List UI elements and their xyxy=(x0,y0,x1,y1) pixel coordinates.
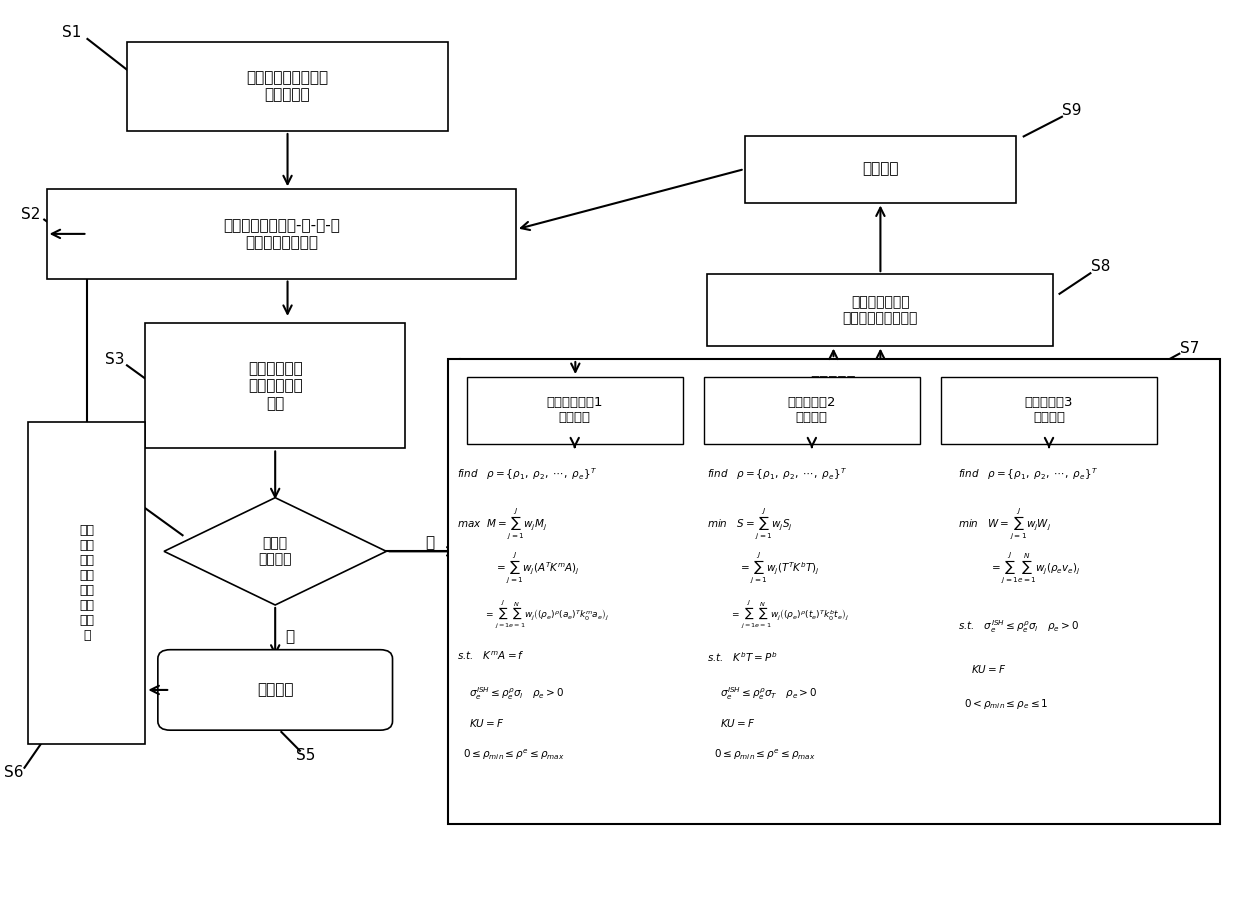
FancyBboxPatch shape xyxy=(29,422,145,744)
Text: find   $\rho=\{\rho_1,\ \rho_2,\ \cdots,\ \rho_e\}^T$: find $\rho=\{\rho_1,\ \rho_2,\ \cdots,\ … xyxy=(456,466,596,483)
Text: $=\sum_{j=1}^{J}\sum_{e=1}^{N}w_j\left((\rho_e)^\rho(t_e)^Tk_0^b t_e\right)_j$: $=\sum_{j=1}^{J}\sum_{e=1}^{N}w_j\left((… xyxy=(729,598,848,631)
Text: s.t.   $\sigma_e^{ISH}\leq\rho_e^\rho\sigma_l$   $\rho_e>0$: s.t. $\sigma_e^{ISH}\leq\rho_e^\rho\sigm… xyxy=(959,618,1079,635)
Text: 更新变量: 更新变量 xyxy=(862,161,899,177)
Text: S6: S6 xyxy=(4,765,24,779)
Text: find   $\rho=\{\rho_1,\ \rho_2,\ \cdots,\ \rho_e\}^T$: find $\rho=\{\rho_1,\ \rho_2,\ \cdots,\ … xyxy=(959,466,1099,483)
Text: $=\sum_{j=1}^{J}w_j\left(T^TK^bT\right)_j$: $=\sum_{j=1}^{J}w_j\left(T^TK^bT\right)_… xyxy=(738,552,821,587)
Text: S2: S2 xyxy=(21,206,41,222)
Text: $0\leq\rho_{min}\leq\rho^e\leq\rho_{max}$: $0\leq\rho_{min}\leq\rho^e\leq\rho_{max}… xyxy=(463,748,564,762)
Text: 结果输出: 结果输出 xyxy=(257,683,294,698)
Text: 是: 是 xyxy=(285,629,295,644)
Text: 轮毂驱动系统电磁-热-流-结
构场耦合分析计算: 轮毂驱动系统电磁-热-流-结 构场耦合分析计算 xyxy=(223,218,340,250)
Text: $=\sum_{j=1}^{J}w_j\left(A^TK^mA\right)_j$: $=\sum_{j=1}^{J}w_j\left(A^TK^mA\right)_… xyxy=(494,552,580,587)
Text: 考虑
加工
性和
制造
性进
行结
构微
调: 考虑 加工 性和 制造 性进 行结 构微 调 xyxy=(79,524,94,641)
Text: 系统级协调优化
广义的全局敏度方程: 系统级协调优化 广义的全局敏度方程 xyxy=(843,295,918,325)
Text: find   $\rho=\{\rho_1,\ \rho_2,\ \cdots,\ \rho_e\}^T$: find $\rho=\{\rho_1,\ \rho_2,\ \cdots,\ … xyxy=(708,466,847,483)
Text: S1: S1 xyxy=(62,25,81,40)
Text: 散热子系统2
拓扑优化: 散热子系统2 拓扑优化 xyxy=(787,396,836,424)
Polygon shape xyxy=(164,498,387,605)
Text: S7: S7 xyxy=(1179,341,1199,356)
Text: 优化目标函数
及约束条件的
计算: 优化目标函数 及约束条件的 计算 xyxy=(248,361,303,411)
FancyBboxPatch shape xyxy=(708,274,1053,345)
Text: $\sigma_e^{ISH}\leq\rho_e^\rho\sigma_T$   $\rho_e>0$: $\sigma_e^{ISH}\leq\rho_e^\rho\sigma_T$ … xyxy=(720,685,817,702)
Text: S4: S4 xyxy=(124,494,143,509)
Text: S5: S5 xyxy=(296,748,316,762)
Text: min   $W=\sum_{j=1}^{J}w_jW_j$: min $W=\sum_{j=1}^{J}w_jW_j$ xyxy=(959,507,1052,542)
Text: $0\leq\rho_{min}\leq\rho^e\leq\rho_{max}$: $0\leq\rho_{min}\leq\rho^e\leq\rho_{max}… xyxy=(714,748,816,762)
FancyBboxPatch shape xyxy=(941,377,1157,444)
Text: $KU=F$: $KU=F$ xyxy=(720,717,755,728)
FancyBboxPatch shape xyxy=(466,377,683,444)
Text: 电磁场子系统1
拓扑优化: 电磁场子系统1 拓扑优化 xyxy=(547,396,603,424)
Text: $KU=F$: $KU=F$ xyxy=(971,663,1006,675)
FancyBboxPatch shape xyxy=(126,41,448,131)
FancyBboxPatch shape xyxy=(952,448,1204,820)
Text: min   $S=\sum_{j=1}^{J}w_jS_j$: min $S=\sum_{j=1}^{J}w_jS_j$ xyxy=(708,507,794,542)
Text: 子系统优化: 子系统优化 xyxy=(811,375,857,390)
Text: max  $M=\sum_{j=1}^{J}w_jM_j$: max $M=\sum_{j=1}^{J}w_jM_j$ xyxy=(456,507,547,542)
Text: S9: S9 xyxy=(1063,103,1081,118)
Text: S8: S8 xyxy=(1091,259,1110,274)
Text: 质量子系统3
拓扑优化: 质量子系统3 拓扑优化 xyxy=(1024,396,1074,424)
FancyBboxPatch shape xyxy=(448,359,1220,824)
FancyBboxPatch shape xyxy=(47,189,516,279)
Text: 否: 否 xyxy=(425,535,434,550)
Text: $=\sum_{j=1}^{J}\sum_{e=1}^{N}w_j\left((\rho_e)^\rho(a_e)^Tk_0^m a_e\right)_j$: $=\sum_{j=1}^{J}\sum_{e=1}^{N}w_j\left((… xyxy=(484,598,609,631)
FancyBboxPatch shape xyxy=(157,649,393,730)
FancyBboxPatch shape xyxy=(704,377,920,444)
FancyBboxPatch shape xyxy=(145,323,405,448)
FancyBboxPatch shape xyxy=(702,448,946,820)
FancyBboxPatch shape xyxy=(450,448,696,820)
Text: S3: S3 xyxy=(105,352,124,367)
Text: $\sigma_e^{ISH}\leq\rho_e^\rho\sigma_l$   $\rho_e>0$: $\sigma_e^{ISH}\leq\rho_e^\rho\sigma_l$ … xyxy=(469,685,564,702)
Text: 设计域的定义、设计
变量初始化: 设计域的定义、设计 变量初始化 xyxy=(247,70,329,102)
FancyBboxPatch shape xyxy=(744,135,1017,203)
Text: $=\sum_{j=1}^{J}\sum_{e=1}^{N}w_j\left(\rho_e v_e\right)_j$: $=\sum_{j=1}^{J}\sum_{e=1}^{N}w_j\left(\… xyxy=(990,552,1081,587)
Text: s.t.   $K^mA=f$: s.t. $K^mA=f$ xyxy=(456,649,525,662)
Text: $0<\rho_{min}\leq\rho_e\leq 1$: $0<\rho_{min}\leq\rho_e\leq 1$ xyxy=(965,697,1049,711)
Text: s.t.   $K^bT=P^b$: s.t. $K^bT=P^b$ xyxy=(708,649,779,664)
Text: $KU=F$: $KU=F$ xyxy=(469,717,505,728)
Text: 结果是
否收敛？: 结果是 否收敛？ xyxy=(258,536,291,566)
